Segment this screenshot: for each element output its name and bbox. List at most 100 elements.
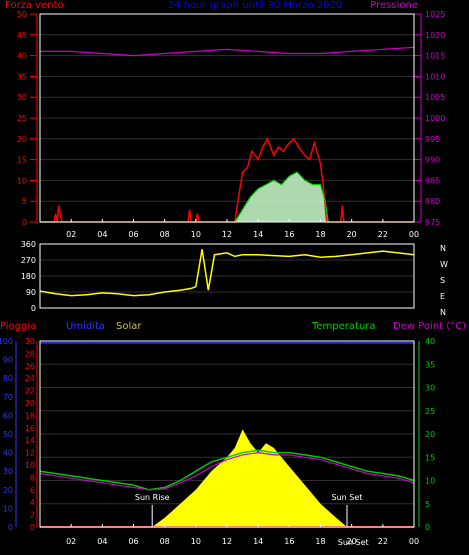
direction-ytick-label: 180 xyxy=(21,272,36,281)
humidity-ytick-label: 20 xyxy=(3,486,13,495)
direction-compass-label: N xyxy=(440,244,446,253)
pressure-ytick-label: 1005 xyxy=(425,93,445,102)
humidity-ytick-label: 50 xyxy=(3,430,13,439)
rain-ytick-label: 2 xyxy=(30,511,35,520)
wind-pressure-panel: 0510152025303540455097598098599099510001… xyxy=(17,10,446,239)
rain-ytick-label: 18 xyxy=(25,411,35,420)
wind-panel-xtick-label: 04 xyxy=(97,230,107,239)
pressure-ytick-label: 1000 xyxy=(425,114,445,123)
pressure-ytick-label: 980 xyxy=(425,197,440,206)
rain-ytick-label: 8 xyxy=(30,473,35,482)
direction-ytick-label: 270 xyxy=(21,256,36,265)
temp-ytick-label: 30 xyxy=(425,384,435,393)
humidity-ytick-label: 10 xyxy=(3,504,13,513)
rain-ytick-label: 6 xyxy=(30,486,35,495)
wind-ytick-label: 45 xyxy=(17,31,27,40)
direction-ytick-label: 90 xyxy=(26,288,36,297)
humidity-ytick-label: 30 xyxy=(3,467,13,476)
wind-ytick-label: 40 xyxy=(17,52,27,61)
chart-title: 24 hour graph until 30 Marzo 2020 xyxy=(168,0,343,11)
pressure-ytick-label: 975 xyxy=(425,218,440,227)
rain-ytick-label: 0 xyxy=(30,523,35,532)
solar-label: Solar xyxy=(116,321,142,332)
wind-panel-xtick-label: 22 xyxy=(378,230,388,239)
wind-ytick-label: 10 xyxy=(17,176,27,185)
temp-ytick-label: 15 xyxy=(425,453,435,462)
wind-panel-xtick-label: 06 xyxy=(128,230,138,239)
temp-ytick-label: 0 xyxy=(425,523,430,532)
rain-ytick-label: 30 xyxy=(25,337,35,346)
rain-humidity-temp-panel: 0510152025303540010203040506070809010002… xyxy=(0,337,435,547)
humidity-ytick-label: 0 xyxy=(8,523,13,532)
humidity-ytick-label: 40 xyxy=(3,449,13,458)
direction-ytick-label: 0 xyxy=(31,304,36,313)
rain-ytick-label: 26 xyxy=(25,362,35,371)
rain-panel-xtick-label: 16 xyxy=(284,537,294,546)
humidity-ytick-label: 100 xyxy=(0,337,13,346)
rain-ytick-label: 24 xyxy=(25,374,35,383)
wind-avg-fill xyxy=(40,172,414,222)
rain-ytick-label: 28 xyxy=(25,349,35,358)
pressure-axis-label: Pressione xyxy=(370,0,418,11)
temp-ytick-label: 5 xyxy=(425,500,430,509)
temperature-label: Temperatura xyxy=(311,321,376,332)
solar-area xyxy=(152,429,347,527)
pressure-ytick-label: 1025 xyxy=(425,10,445,19)
wind-direction-line xyxy=(39,249,415,297)
pressure-ytick-label: 1015 xyxy=(425,52,445,61)
rain-panel-xtick-label: 14 xyxy=(253,537,263,546)
pressure-ytick-label: 990 xyxy=(425,156,440,165)
wind-panel-xtick-label: 12 xyxy=(222,230,232,239)
wind-ytick-label: 5 xyxy=(22,197,27,206)
rain-ytick-label: 14 xyxy=(25,436,35,445)
rain-panel-xtick-label: 18 xyxy=(315,537,325,546)
direction-compass-label: W xyxy=(440,260,448,269)
rain-panel-xtick-label: 12 xyxy=(222,537,232,546)
temp-ytick-label: 40 xyxy=(425,337,435,346)
wind-panel-xtick-label: 18 xyxy=(315,230,325,239)
wind-panel-xtick-label: 20 xyxy=(347,230,357,239)
temp-ytick-label: 10 xyxy=(425,477,435,486)
humidity-ytick-label: 60 xyxy=(3,411,13,420)
rain-panel-xtick-label: 20 xyxy=(347,537,357,546)
wind-panel-xtick-label: 00 xyxy=(409,230,419,239)
temp-ytick-label: 25 xyxy=(425,407,435,416)
rain-panel-xtick-label: 10 xyxy=(191,537,201,546)
wind-axis-label: Forza vento xyxy=(5,0,64,11)
wind-ytick-label: 0 xyxy=(22,218,27,227)
wind-ytick-label: 25 xyxy=(17,114,27,123)
rain-ytick-label: 16 xyxy=(25,424,35,433)
wind-ytick-label: 30 xyxy=(17,93,27,102)
pressure-ytick-label: 995 xyxy=(425,135,440,144)
pressure-line xyxy=(40,46,415,57)
wind-ytick-label: 15 xyxy=(17,156,27,165)
direction-ytick-label: 360 xyxy=(21,240,36,249)
wind-panel-xtick-label: 14 xyxy=(253,230,263,239)
rain-panel-xtick-label: 06 xyxy=(128,537,138,546)
sun-annotation: Sun Set xyxy=(338,538,369,547)
rain-ytick-label: 12 xyxy=(25,449,35,458)
wind-avg-line xyxy=(40,171,414,223)
wind-ytick-label: 35 xyxy=(17,72,27,81)
humidity-ytick-label: 80 xyxy=(3,374,13,383)
rain-label: Pioggia xyxy=(0,321,36,332)
sun-annotation: Sun Rise xyxy=(135,493,170,502)
temperature-line xyxy=(39,449,415,491)
wind-ytick-label: 20 xyxy=(17,135,27,144)
pressure-ytick-label: 1010 xyxy=(425,72,445,81)
direction-compass-label: E xyxy=(440,292,445,301)
dewpoint-label: Dew Point (°C) xyxy=(393,321,466,332)
pressure-ytick-label: 985 xyxy=(425,176,440,185)
rain-panel-xtick-label: 04 xyxy=(97,537,107,546)
dewpoint-line xyxy=(39,451,415,491)
rain-ytick-label: 22 xyxy=(25,387,35,396)
pressure-ytick-label: 1020 xyxy=(425,31,445,40)
wind-ytick-label: 50 xyxy=(17,10,27,19)
humidity-ytick-label: 70 xyxy=(3,393,13,402)
temp-ytick-label: 35 xyxy=(425,360,435,369)
rain-panel-xtick-label: 00 xyxy=(409,537,419,546)
rain-ytick-label: 20 xyxy=(25,399,35,408)
rain-panel-xtick-label: 02 xyxy=(66,537,76,546)
